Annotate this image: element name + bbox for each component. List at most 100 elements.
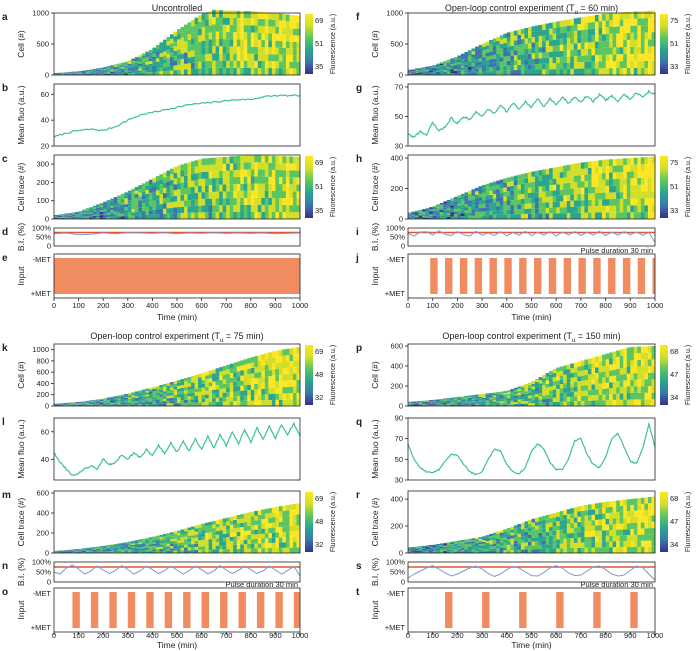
heatmap-cell [531,389,536,393]
heatmap-cell [580,187,585,194]
heatmap-cell [282,526,287,532]
heatmap-cell [187,533,192,536]
heatmap-cell [637,191,642,199]
heatmap-cell [82,549,87,550]
heatmap-cell [141,398,146,401]
heatmap-cell [208,535,213,540]
heatmap-cell [261,197,266,205]
heatmap-cell [184,550,188,553]
heatmap-cell [527,172,532,178]
heatmap-cell [520,392,525,395]
y-tick-label: 40 [41,455,49,464]
heatmap-cell [432,67,437,69]
heatmap-cell [471,546,476,549]
heatmap-cell [113,401,118,403]
heatmap-cell [566,396,571,402]
heatmap-cell [169,191,174,197]
heatmap-cell [201,372,206,377]
heatmap-cell [296,392,301,400]
heatmap-cell [180,537,185,540]
heatmap-cell [198,391,202,396]
heatmap-cell [162,177,167,183]
heatmap-cell [159,214,164,219]
heatmap-cell [208,378,213,383]
heatmap-cell [432,401,437,402]
heatmap-cell [633,25,638,33]
heatmap-cell [492,42,497,47]
heatmap-cell [640,32,645,40]
heatmap-cell [159,542,164,545]
heatmap-cell [595,68,599,75]
heatmap-cell [233,170,238,178]
heatmap-cell [159,384,164,388]
heatmap-cell [68,216,72,218]
axes-box [53,227,301,247]
heatmap-cell [499,197,504,202]
heatmap-cell [148,179,153,185]
heatmap-cell [138,66,143,69]
heatmap-cell [155,195,160,200]
heatmap-cell [510,204,515,210]
heatmap-cell [492,404,497,406]
heatmap-cell [268,12,273,20]
heatmap-cell [552,178,557,185]
x-tick-label: 500 [171,631,184,640]
heatmap-cell [194,17,199,25]
heatmap-cell [450,398,455,400]
heatmap-cell [492,397,497,399]
heatmap-cell [559,166,564,173]
heatmap-cell [612,165,617,173]
heatmap-cell [226,205,231,213]
heatmap-cell [134,208,139,212]
heatmap-cell [226,177,231,185]
heatmap-cell [619,19,624,27]
heatmap-cell [450,545,455,547]
heatmap-cell [117,395,122,397]
heatmap-cell [418,214,423,216]
heatmap-cell [492,546,497,549]
heatmap-cell [415,403,419,405]
heatmap-cell [570,25,575,32]
heatmap-cell [418,404,423,406]
heatmap-cell [257,211,262,219]
heatmap-cell [250,18,255,26]
heatmap-cell [222,24,227,32]
heatmap-cell [173,31,178,37]
heatmap-cell [247,374,252,380]
heatmap-cell [71,217,76,219]
heatmap-cell [184,547,188,551]
heatmap-cell [584,359,589,365]
heatmap-cell [609,159,614,166]
heatmap-cell [595,206,599,213]
heatmap-cell [485,215,490,219]
heatmap-cell [106,549,111,551]
heatmap-cell [89,400,94,401]
heatmap-cell [257,53,262,61]
heatmap-cell [630,11,635,19]
heatmap-cell [113,396,118,398]
heatmap-cell [96,548,101,550]
heatmap-cell [233,548,238,553]
heatmap-cell [460,72,465,75]
heatmap-cell [169,61,174,66]
heatmap-cell [446,403,451,405]
heatmap-cell [464,404,469,406]
heatmap-cell [127,398,132,401]
heatmap-cell [489,397,494,399]
heatmap-cell [573,30,578,38]
heatmap-cell [496,210,501,215]
heatmap-cell [415,214,419,216]
heatmap-cell [591,379,596,385]
heatmap-cell [275,20,280,27]
heatmap-cell [542,52,547,59]
heatmap-cell [127,544,132,546]
y-axis-label: Mean fluo (a.u.) [370,85,380,145]
heatmap-cell [250,395,255,401]
heatmap-cell [647,399,652,406]
heatmap-cell [623,47,628,55]
heatmap-cell [538,402,543,406]
heatmap-cell [205,12,210,20]
heatmap-cell [506,56,511,61]
heatmap-cell [166,170,171,176]
heatmap-cell [240,514,245,519]
